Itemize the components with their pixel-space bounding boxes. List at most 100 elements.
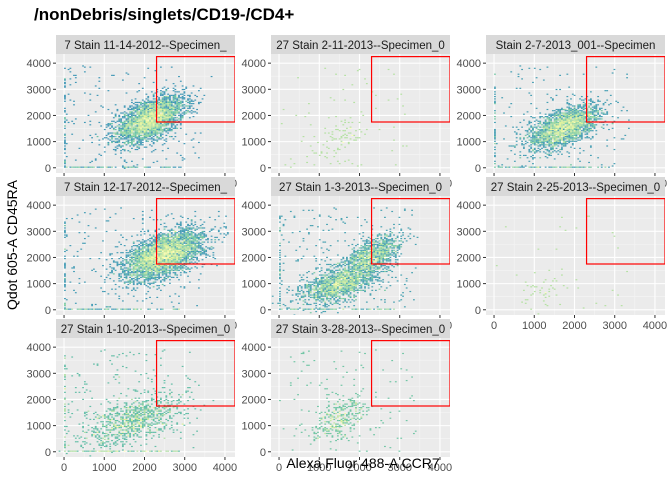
density-bin [364, 266, 366, 268]
density-bin [167, 257, 170, 260]
density-bin [150, 115, 153, 118]
density-bin [557, 137, 560, 139]
density-bin [154, 126, 157, 128]
density-bin [331, 272, 334, 274]
density-bin [183, 287, 186, 289]
density-bin [134, 110, 137, 112]
density-bin [165, 261, 168, 263]
density-bin [174, 266, 177, 268]
density-bin [559, 125, 562, 127]
density-bin [333, 290, 336, 293]
density-bin [179, 93, 182, 95]
density-bin [329, 287, 332, 289]
density-bin [302, 279, 305, 281]
density-bin [577, 110, 580, 112]
density-bin [65, 119, 68, 121]
density-bin [150, 269, 153, 271]
density-bin [521, 166, 524, 168]
density-bin [161, 166, 164, 168]
density-bin [360, 164, 363, 166]
density-bin [73, 100, 75, 102]
density-bin [544, 146, 547, 148]
density-bin [333, 138, 336, 140]
density-bin [183, 270, 186, 273]
density-bin [154, 128, 157, 131]
density-bin [123, 120, 126, 122]
density-bin [351, 279, 354, 281]
density-bin [586, 118, 589, 120]
density-bin [154, 239, 157, 241]
density-bin [149, 111, 151, 113]
density-bin [174, 107, 177, 109]
density-bin [121, 127, 124, 129]
density-bin [147, 260, 150, 262]
density-bin [161, 250, 164, 253]
density-bin [353, 134, 356, 136]
density-bin [179, 103, 182, 105]
density-bin [131, 147, 133, 149]
density-bin [571, 134, 574, 136]
density-bin [595, 107, 598, 109]
density-bin [179, 250, 182, 253]
density-bin [571, 140, 574, 142]
density-bin [548, 143, 551, 145]
density-bin [170, 126, 173, 128]
density-bin [125, 267, 128, 269]
density-bin [539, 144, 542, 146]
density-bin [564, 126, 567, 128]
density-bin [539, 112, 542, 114]
density-bin [564, 108, 567, 111]
density-bin [118, 118, 121, 120]
density-bin [140, 144, 142, 146]
density-bin [78, 282, 81, 284]
density-bin [125, 134, 128, 136]
density-bin [551, 134, 554, 136]
density-bin [225, 227, 227, 229]
density-bin [183, 230, 186, 233]
density-bin [571, 131, 574, 133]
density-bin [178, 255, 180, 257]
density-bin [181, 255, 184, 257]
density-bin [546, 66, 549, 68]
density-bin [163, 103, 166, 105]
density-bin [161, 113, 164, 115]
density-bin [185, 232, 188, 234]
density-bin [573, 140, 576, 142]
density-bin [551, 124, 554, 126]
density-bin [156, 123, 159, 125]
density-bin [589, 166, 592, 168]
density-bin [344, 121, 347, 124]
density-bin [154, 117, 157, 119]
density-bin [150, 132, 153, 134]
density-bin [94, 159, 97, 161]
density-bin [561, 108, 563, 111]
density-bin [145, 266, 148, 268]
density-bin [201, 230, 204, 233]
density-bin [553, 130, 556, 132]
density-bin [537, 120, 540, 122]
density-bin [313, 285, 316, 287]
density-bin [150, 133, 153, 135]
density-bin [178, 249, 180, 251]
density-bin [132, 253, 135, 255]
density-bin [170, 253, 173, 255]
density-bin [161, 115, 164, 118]
density-bin [147, 248, 150, 250]
density-bin [393, 139, 395, 141]
density-bin [159, 99, 162, 101]
density-bin [156, 241, 159, 243]
density-bin [185, 240, 188, 242]
density-bin [201, 252, 204, 254]
density-bin [573, 115, 576, 118]
density-bin [353, 269, 356, 271]
density-bin [613, 148, 616, 151]
density-bin [364, 269, 366, 271]
density-bin [553, 133, 556, 135]
density-bin [167, 239, 170, 241]
density-bin [167, 260, 170, 262]
density-bin [169, 241, 171, 243]
density-bin [145, 256, 148, 258]
density-bin [541, 124, 543, 126]
density-bin [355, 286, 357, 288]
density-bin [172, 105, 175, 107]
